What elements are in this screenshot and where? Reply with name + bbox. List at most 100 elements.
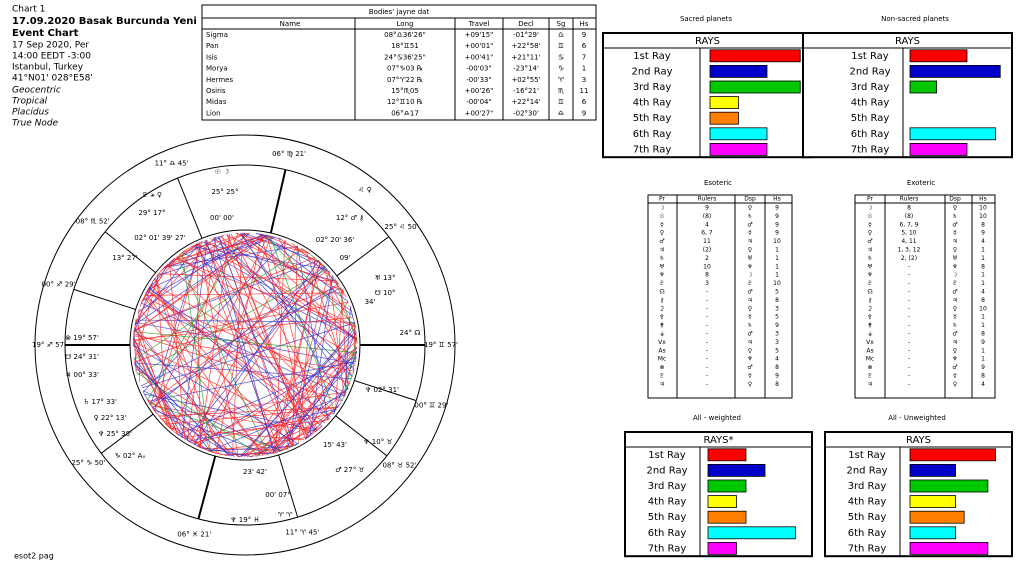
planet-label: 29° 17°	[138, 209, 165, 217]
header-line: Event Chart	[12, 28, 79, 39]
house-line	[269, 169, 287, 234]
aspect-line	[146, 398, 157, 414]
ray-label: 4th Ray	[851, 98, 890, 109]
ray-label: 4th Ray	[848, 497, 887, 508]
footer: esot2 pag	[14, 552, 54, 561]
aspect-line	[218, 236, 295, 446]
panel-heading: Sacred planets	[680, 15, 732, 23]
table-cell: ♀	[868, 230, 872, 237]
aspect-line	[328, 270, 345, 397]
table-cell: -	[908, 305, 910, 312]
house-line	[278, 454, 299, 518]
table-cell: 2	[705, 255, 709, 262]
table-cell: ♂	[747, 221, 752, 228]
ray-label: 7th Ray	[633, 144, 672, 155]
aspect-line	[332, 411, 336, 415]
aspect-line	[174, 257, 356, 328]
table-box	[647, 194, 793, 399]
aspect-line	[134, 285, 341, 363]
aspect-line	[164, 245, 299, 268]
table-cell: 1	[981, 322, 985, 329]
table-cell: ♆	[867, 272, 872, 279]
ray-bar	[709, 111, 739, 125]
table-cell: ☉	[867, 213, 872, 220]
table-cell: ⚶	[867, 331, 872, 338]
planet-label: ☋ 10°	[375, 289, 396, 297]
aspect-line	[222, 452, 277, 456]
aspect-line	[176, 255, 269, 455]
aspect-line	[134, 234, 268, 326]
ray-bar	[909, 542, 989, 555]
aspect-line	[175, 256, 357, 357]
aspect-line	[135, 368, 273, 454]
ray-bar	[707, 479, 747, 493]
ray-label: 1st Ray	[848, 450, 886, 461]
table-cell: 8	[775, 364, 779, 371]
planet-label: ☋ 24° 31'	[65, 353, 99, 361]
table-cell: ♇	[747, 280, 752, 287]
table-cell: 1	[981, 347, 985, 354]
table-cell: ♂	[952, 289, 957, 296]
table-cell: 6, 7	[701, 230, 713, 237]
table-cell: Hermes	[206, 76, 233, 84]
table-cell: 4	[981, 238, 985, 245]
table-cell: ☿	[953, 230, 957, 237]
table-cell: ♃	[952, 238, 957, 245]
table-cell: -	[706, 381, 708, 388]
aspect-line	[133, 248, 304, 361]
table-cell: 8	[775, 297, 779, 304]
table-cell: Morya	[206, 65, 228, 73]
planet-label: ♀ 22° 13'	[94, 414, 127, 422]
table-cell: ♂	[952, 221, 957, 228]
table-heading: Exoteric	[907, 179, 936, 187]
aspect-line	[209, 393, 346, 452]
aspect-line	[238, 417, 330, 458]
aspect-line	[135, 319, 173, 430]
table-cell: ♀	[660, 230, 664, 237]
table-cell: 1	[582, 65, 586, 73]
table-cell: -	[908, 297, 910, 304]
table-cell: ♆	[952, 263, 957, 270]
aspect-line	[133, 316, 354, 340]
table-cell: ♇	[659, 280, 664, 287]
aspect-line	[148, 402, 283, 452]
planet-label: ♆ 25° 38'	[98, 430, 132, 438]
aspect-line	[294, 442, 299, 446]
planet-label: ☉ ☽	[215, 168, 230, 176]
table-cell: ♂	[952, 331, 957, 338]
header-line: True Node	[12, 119, 59, 129]
ray-label: 6th Ray	[848, 528, 887, 539]
table-cell: ♀	[953, 305, 957, 312]
table-cell: (8)	[703, 213, 712, 220]
aspect-line	[204, 240, 293, 447]
aspect-line	[282, 387, 349, 451]
ray-bar	[909, 127, 996, 141]
table-cell: 1	[981, 247, 985, 254]
table-cell: ♇	[867, 280, 872, 287]
table-cell: 8	[981, 331, 985, 338]
table-cell: Osiris	[206, 87, 226, 95]
table-cell: ♃	[952, 297, 957, 304]
planet-label: 25° 25°	[211, 188, 238, 196]
table-cell: +00'27"	[465, 109, 494, 117]
aspect-line	[184, 266, 326, 440]
aspect-line	[133, 281, 154, 335]
column-header: Hs	[580, 20, 589, 28]
aspect-line	[144, 292, 345, 296]
table-cell: +00'26"	[465, 87, 494, 95]
aspect-line	[133, 234, 264, 334]
table-cell: ☿	[953, 314, 957, 321]
table-cell: 8	[907, 205, 911, 212]
aspect-line	[335, 289, 343, 411]
table-cell: 1	[981, 272, 985, 279]
planet-label: ⊗ 19° 57'	[65, 334, 99, 342]
planet-label: ♈ ♈	[278, 511, 294, 519]
table-cell: 8	[981, 297, 985, 304]
table-cell: As	[866, 347, 873, 354]
table-cell: ⚴	[868, 314, 872, 321]
table-cell: ⚶	[659, 331, 664, 338]
header-line: Placidus	[12, 108, 49, 118]
table-cell: 1	[775, 247, 779, 254]
panel-title: RAYS	[695, 36, 720, 47]
